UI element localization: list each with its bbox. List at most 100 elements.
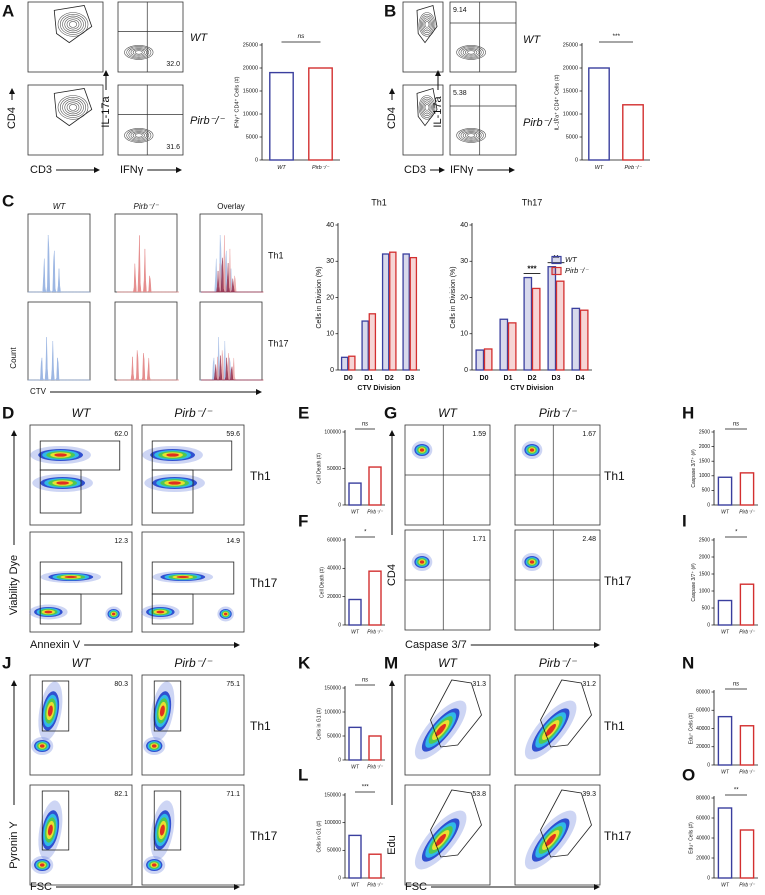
arrow-head [435,70,441,76]
x-tick-label: WT [595,165,604,171]
bar [717,715,733,766]
gate [39,593,82,625]
density [56,481,69,485]
y-tick-label: 10000 [243,111,258,117]
histogram [117,350,179,381]
y-tick-label: 150000 [324,685,341,691]
contour [132,49,145,56]
density [545,723,556,737]
bar [717,599,733,626]
contour [59,96,87,118]
bar [348,834,362,879]
contour [467,50,476,55]
legend-label: WT [565,255,578,264]
x-tick-label: WT [277,165,286,171]
density [176,575,190,579]
axis-label: Viability Dye [8,555,20,615]
y-tick-label: 40000 [696,835,710,841]
histogram [201,257,263,293]
y-axis-label: IL-17a⁺ CD4⁺ Cells (#) [554,74,561,130]
histogram [201,355,263,381]
bar [409,256,418,371]
flow-plot [114,301,178,381]
y-tick-label: 100000 [324,709,341,715]
y-tick-label: 0 [338,622,341,628]
flow-plot [114,213,178,293]
contour [128,47,150,58]
y-tick-label: 0 [707,622,710,628]
bar [348,726,362,761]
contour [462,48,480,57]
column-label: WT [438,656,458,670]
contour [66,19,80,30]
y-tick-label: 1500 [699,571,710,577]
y-tick-label: 5000 [566,134,578,140]
contour [130,131,147,140]
gate-value: 1.71 [472,536,486,543]
density [545,833,556,847]
flow-plot [514,674,601,776]
row-label: Th17 [250,576,278,590]
x-tick-label: Pirb⁻/⁻ [739,769,755,775]
x-tick-label: WT [351,509,360,515]
panel-letter: G [384,403,397,422]
x-tick-label: WT [721,629,730,635]
y-tick-label: 5000 [246,134,258,140]
column-label: Pirb⁻/⁻ [134,202,160,211]
panel-letter: K [298,653,311,672]
contour [64,100,82,115]
bar [475,349,485,371]
y-tick-label: 500 [702,605,711,611]
x-tick-label: WT [721,509,730,515]
y-tick-label: 40000 [696,726,710,732]
histogram [28,234,90,293]
x-tick-label: Pirb⁻/⁻ [624,165,642,171]
significance: ** [734,788,739,794]
bar [622,104,644,161]
axis-label: Pyronin Y [8,821,20,869]
arrow-head [234,884,240,890]
contour [62,98,84,117]
bar [368,853,382,879]
y-axis-label: Cell Death (#) [317,453,323,484]
contour [456,128,486,143]
density [159,705,165,717]
panel-letter: C [2,191,14,210]
x-tick-label: Pirb⁻/⁻ [312,165,330,171]
y-axis-label: Cells in G1 (#) [317,708,323,740]
bar [579,309,589,371]
x-tick-label: D3 [552,375,561,382]
axis-label: CD4 [6,107,18,129]
arrow-head [176,167,182,173]
axis-label: CD4 [386,564,398,586]
y-tick-label: 2500 [699,537,710,543]
row-label: Th1 [250,719,271,733]
significance: ** [553,254,560,263]
bar [739,829,755,879]
density [54,453,67,457]
column-label: WT [72,656,92,670]
x-tick-label: Pirb⁻/⁻ [367,882,383,888]
contour [134,133,143,138]
contour [465,132,478,139]
gate-value: 62.0 [114,431,128,438]
gate-value: 32.0 [166,61,180,68]
contour [124,128,154,143]
density [47,705,53,717]
significance: ns [298,33,306,40]
contour [419,13,435,35]
contour [421,98,433,117]
y-tick-label: 0 [338,757,341,763]
axis-label: IL-17a [100,96,112,128]
y-tick-label: 50000 [327,733,341,739]
contour [418,12,436,37]
arrow-head [11,680,17,686]
bar [555,280,565,371]
x-tick-label: Pirb⁻/⁻ [367,509,383,515]
arrow-head [594,642,600,648]
x-tick-label: WT [351,629,360,635]
gate [416,87,438,127]
density [111,612,116,616]
contour [460,130,482,141]
